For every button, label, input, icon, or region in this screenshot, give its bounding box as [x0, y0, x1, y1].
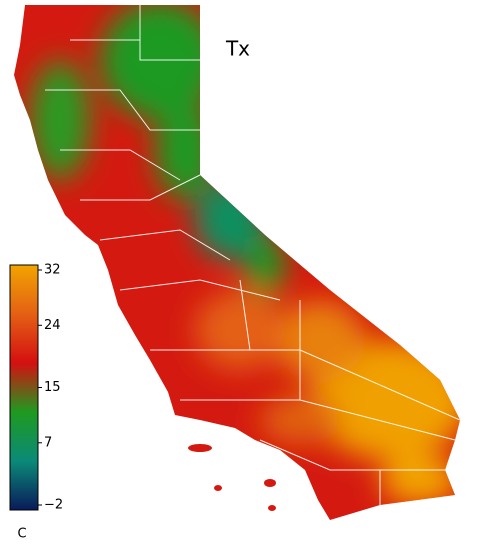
islands [188, 444, 276, 511]
colorbar-tick-label: 24 [44, 318, 61, 333]
map-title: Tx [225, 37, 250, 61]
colorbar-tick-label: 7 [44, 435, 52, 450]
colorbar-tick-label: −2 [44, 498, 63, 513]
colorbar-unit: C [17, 527, 26, 542]
colorbar [9, 264, 39, 511]
colorbar-tick-label: 15 [44, 380, 61, 395]
colorbar-tick-label: 32 [44, 263, 61, 278]
